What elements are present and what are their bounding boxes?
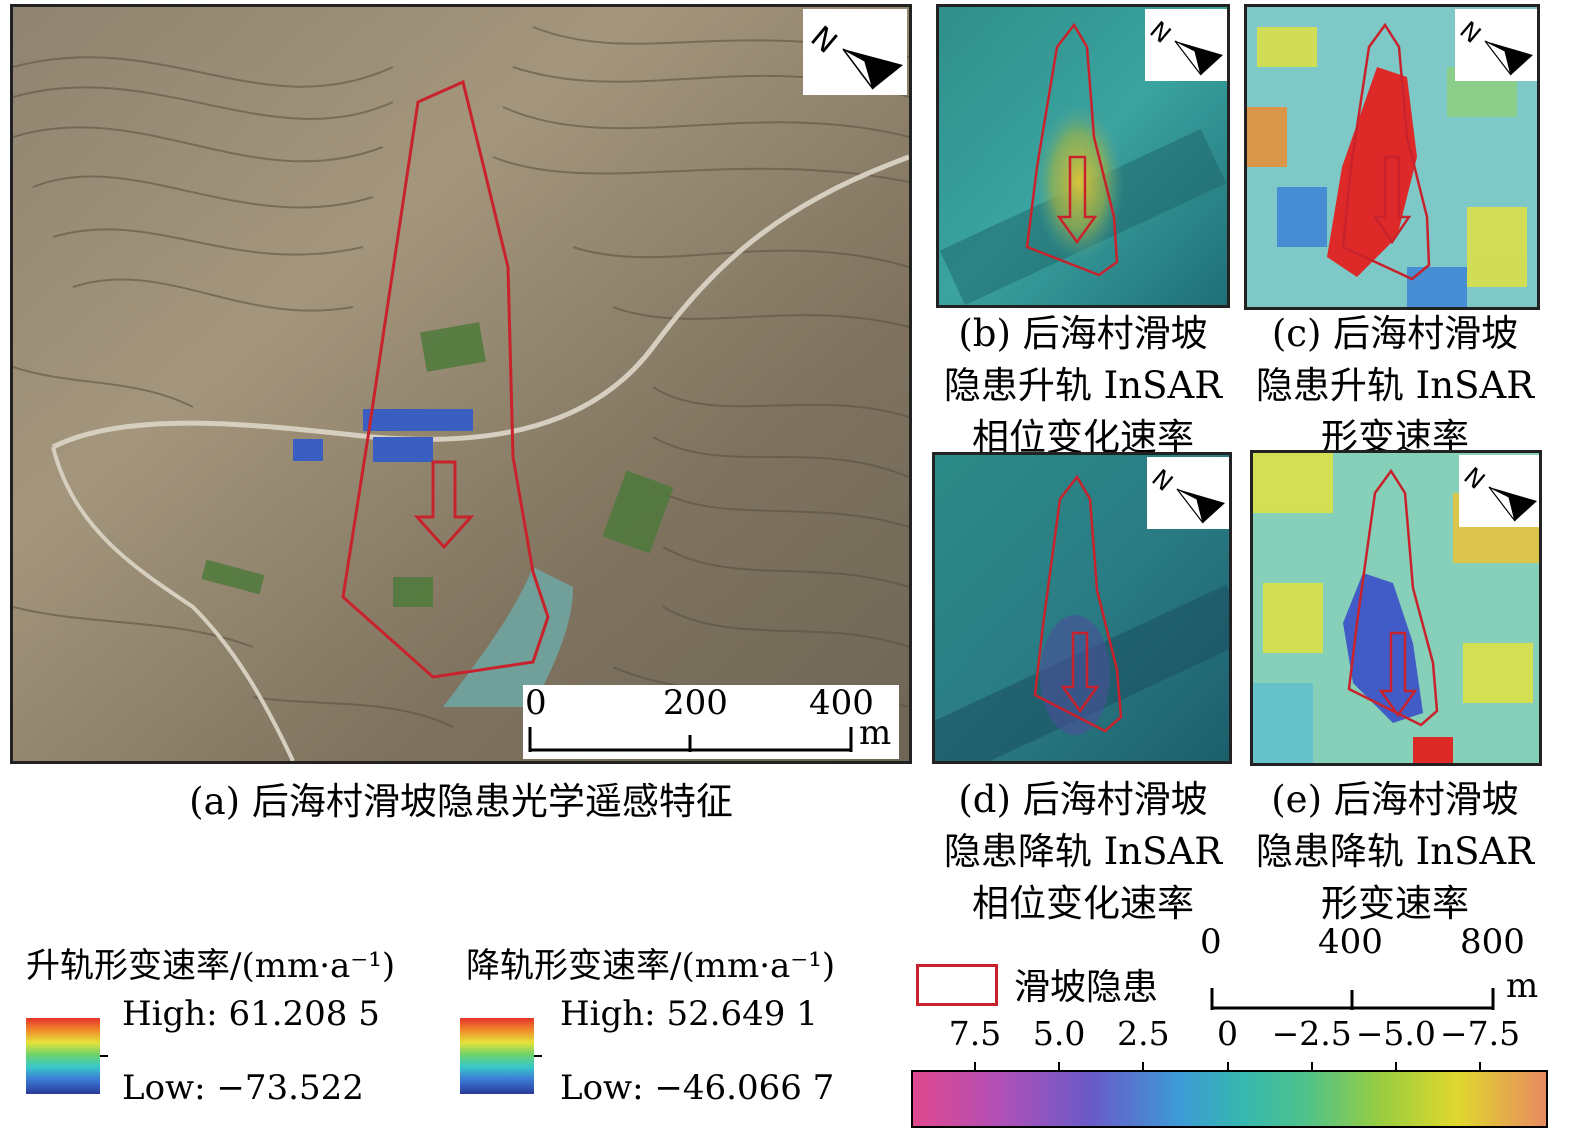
svg-text:N: N xyxy=(804,20,844,61)
optical-terrain-image xyxy=(13,7,909,761)
legend-desc-tick xyxy=(534,1055,542,1057)
caption-e-line3: 形变速率 xyxy=(1321,882,1469,925)
legend-desc-title: 降轨形变速率/(mm·a⁻¹) xyxy=(466,946,836,986)
caption-d: (d) 后海村滑坡 隐患降轨 InSAR 相位变化速率 xyxy=(926,774,1240,930)
north-arrow-a: N xyxy=(803,9,907,95)
phase-colorbar-tick-label: 0 xyxy=(1217,1014,1238,1053)
svg-text:N: N xyxy=(1145,16,1176,49)
panel-d-desc-phase: N xyxy=(932,452,1232,764)
caption-c-line2: 隐患升轨 InSAR xyxy=(1255,364,1535,407)
caption-b: (b) 后海村滑坡 隐患升轨 InSAR 相位变化速率 xyxy=(926,308,1240,464)
phase-colorbar xyxy=(911,1070,1548,1128)
north-arrow-c: N xyxy=(1455,9,1537,81)
phase-colorbar-tick-label: 5.0 xyxy=(1032,1014,1086,1053)
legend-asc-ramp xyxy=(26,1018,100,1094)
caption-d-line2: 隐患降轨 InSAR xyxy=(943,830,1223,873)
legend-landslide-swatch xyxy=(916,964,998,1006)
panel-e-desc-deformation: N xyxy=(1250,450,1542,766)
phase-colorbar-tick-label: 7.5 xyxy=(948,1014,1002,1053)
panel-a-optical-image: N 0 200 400 m xyxy=(10,4,912,764)
phase-colorbar-tick xyxy=(1310,1062,1313,1072)
caption-a: (a) 后海村滑坡隐患光学遥感特征 xyxy=(189,780,733,823)
phase-colorbar-tick-label: −5.0 xyxy=(1355,1014,1436,1053)
scale-small-label-800: 800 xyxy=(1460,922,1525,962)
legend-asc-low: Low: −73.522 xyxy=(122,1068,364,1108)
caption-b-line2: 隐患升轨 InSAR xyxy=(943,364,1223,407)
caption-c: (c) 后海村滑坡 隐患升轨 InSAR 形变速率 xyxy=(1238,308,1552,464)
caption-e: (e) 后海村滑坡 隐患降轨 InSAR 形变速率 xyxy=(1238,774,1552,930)
phase-colorbar-tick xyxy=(1479,1062,1481,1072)
caption-d-line1: (d) 后海村滑坡 xyxy=(958,778,1208,821)
phase-colorbar-tick xyxy=(1058,1062,1061,1072)
phase-colorbar-tick-label: −2.5 xyxy=(1271,1014,1352,1053)
caption-b-line1: (b) 后海村滑坡 xyxy=(958,312,1208,355)
north-arrow-icon: N xyxy=(804,20,903,90)
caption-e-line2: 隐患降轨 InSAR xyxy=(1255,830,1535,873)
panel-b-asc-phase: N xyxy=(936,4,1230,308)
landslide-outline-a xyxy=(341,79,550,679)
scale-small-bar xyxy=(1210,988,1495,1010)
phase-colorbar-tick xyxy=(1226,1062,1229,1072)
scale-bar-a: 0 200 400 m xyxy=(523,683,899,759)
svg-text:N: N xyxy=(1455,16,1486,49)
phase-colorbar-tick-label: −7.5 xyxy=(1439,1014,1521,1053)
caption-c-line1: (c) 后海村滑坡 xyxy=(1271,312,1519,355)
phase-colorbar-tick xyxy=(1394,1062,1397,1072)
scale-label-400: 400 xyxy=(809,683,874,723)
legend-desc-high: High: 52.649 1 xyxy=(560,994,818,1034)
svg-text:N: N xyxy=(1459,462,1490,495)
legend-asc-high: High: 61.208 5 xyxy=(122,994,380,1034)
scale-small-unit: m xyxy=(1506,966,1539,1006)
north-arrow-d: N xyxy=(1147,457,1229,529)
svg-text:N: N xyxy=(1147,464,1178,497)
north-arrow-icon: N xyxy=(1145,16,1223,76)
north-arrow-icon: N xyxy=(1459,462,1537,522)
scale-small-label-400: 400 xyxy=(1318,922,1383,962)
north-arrow-e: N xyxy=(1459,455,1539,527)
phase-colorbar-tick xyxy=(1142,1062,1145,1072)
scale-small-label-0: 0 xyxy=(1200,922,1222,962)
legend-desc-ramp xyxy=(460,1018,534,1094)
phase-colorbar-tick xyxy=(974,1062,976,1072)
legend-desc-low: Low: −46.066 7 xyxy=(560,1068,835,1108)
north-arrow-b: N xyxy=(1145,9,1227,81)
panel-c-asc-deformation: N xyxy=(1244,4,1540,310)
caption-b-line3: 相位变化速率 xyxy=(972,416,1194,459)
legend-asc-tick xyxy=(100,1055,108,1057)
north-arrow-icon: N xyxy=(1147,464,1225,524)
north-arrow-icon: N xyxy=(1455,16,1533,76)
scale-label-0: 0 xyxy=(525,683,547,723)
phase-colorbar-tick-label: 2.5 xyxy=(1117,1014,1170,1053)
legend-landslide-label: 滑坡隐患 xyxy=(1014,967,1159,1008)
scale-bar-line xyxy=(528,727,853,752)
scale-label-200: 200 xyxy=(663,683,728,723)
caption-d-line3: 相位变化速率 xyxy=(972,882,1194,925)
legend-asc-title: 升轨形变速率/(mm·a⁻¹) xyxy=(26,946,396,986)
flow-arrow-icon xyxy=(413,460,475,550)
scale-unit: m xyxy=(859,713,892,753)
caption-e-line1: (e) 后海村滑坡 xyxy=(1271,778,1519,821)
